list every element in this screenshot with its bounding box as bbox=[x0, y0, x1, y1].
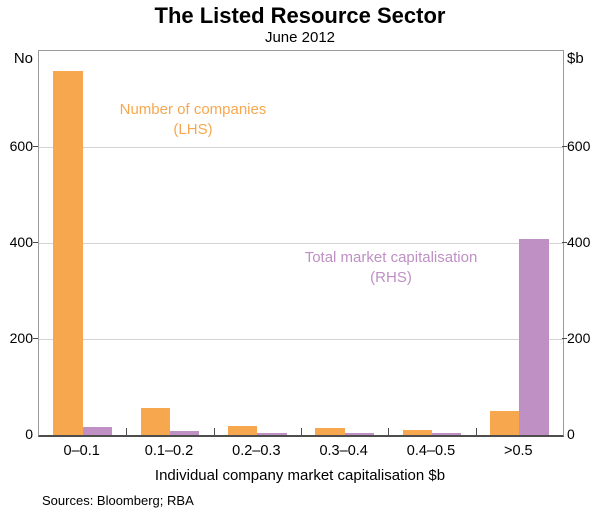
chart-title: The Listed Resource Sector bbox=[154, 3, 446, 28]
series-annotation-companies: Number of companies (LHS) bbox=[83, 100, 303, 140]
category-label: 0.3–0.4 bbox=[319, 443, 368, 459]
left-axis-tick-label: 0 bbox=[25, 426, 33, 442]
category-label: 0.4–0.5 bbox=[406, 443, 456, 459]
bar-marketcap bbox=[432, 433, 462, 435]
axis-tick-mark bbox=[33, 241, 38, 243]
bar-companies bbox=[228, 425, 258, 435]
x-axis-boundary-tick bbox=[475, 428, 477, 435]
series-annotation-marketcap-axis: (RHS) bbox=[370, 269, 412, 286]
source-note: Sources: Bloomberg; RBA bbox=[42, 493, 194, 508]
plot-area bbox=[38, 50, 564, 437]
bar-marketcap bbox=[257, 433, 287, 435]
left-axis-unit-label: No bbox=[13, 50, 33, 67]
category-label: 0.2–0.3 bbox=[232, 443, 281, 459]
chart-subtitle: June 2012 bbox=[264, 29, 336, 46]
gridline bbox=[39, 242, 563, 244]
series-annotation-marketcap: Total market capitalisation (RHS) bbox=[258, 248, 524, 288]
category-label: 0–0.1 bbox=[63, 443, 100, 459]
axis-tick-mark bbox=[33, 337, 38, 339]
left-axis-tick-label: 200 bbox=[9, 330, 33, 346]
right-axis-tick-label: 0 bbox=[567, 426, 575, 442]
axis-tick-mark bbox=[562, 241, 567, 243]
x-axis-label: Individual company market capitalisation… bbox=[154, 467, 446, 484]
bar-companies bbox=[53, 71, 83, 435]
series-annotation-companies-axis: (LHS) bbox=[173, 121, 213, 138]
x-axis-boundary-tick bbox=[126, 428, 128, 435]
bar-companies bbox=[315, 428, 345, 435]
axis-tick-mark bbox=[562, 337, 567, 339]
right-axis-tick-label: 600 bbox=[567, 138, 591, 154]
right-axis-tick-label: 200 bbox=[567, 330, 591, 346]
bar-companies bbox=[402, 429, 432, 435]
bar-marketcap bbox=[344, 432, 374, 435]
axis-tick-mark bbox=[562, 145, 567, 147]
series-annotation-marketcap-name: Total market capitalisation bbox=[304, 249, 478, 266]
axis-tick-mark bbox=[33, 145, 38, 147]
category-label: 0.1–0.2 bbox=[144, 443, 194, 459]
bar-marketcap bbox=[519, 239, 549, 435]
left-axis-tick-label: 600 bbox=[9, 138, 33, 154]
right-axis-unit-label: $b bbox=[567, 50, 584, 67]
series-annotation-companies-name: Number of companies bbox=[119, 101, 267, 118]
gridline bbox=[39, 146, 563, 148]
x-axis-boundary-tick bbox=[388, 428, 390, 435]
right-axis-tick-label: 400 bbox=[567, 234, 591, 250]
bar-companies bbox=[490, 411, 520, 435]
category-label: >0.5 bbox=[504, 443, 533, 459]
gridline bbox=[39, 338, 563, 340]
x-axis-boundary-tick bbox=[301, 428, 302, 435]
bar-companies bbox=[140, 407, 170, 435]
bar-marketcap bbox=[170, 431, 200, 435]
left-axis-tick-label: 400 bbox=[9, 234, 33, 250]
x-axis-boundary-tick bbox=[213, 428, 215, 435]
bar-marketcap bbox=[82, 426, 112, 435]
